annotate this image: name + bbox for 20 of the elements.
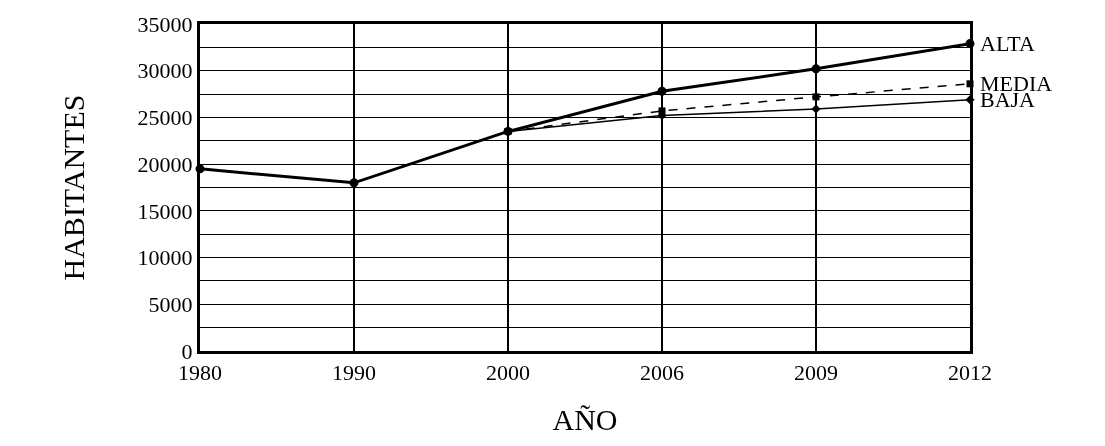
point: [657, 86, 667, 96]
point: [349, 178, 359, 188]
x-tick-label: 2006: [640, 360, 684, 386]
y-tick-label: 30000: [137, 58, 193, 84]
y-tick-label: 25000: [137, 105, 193, 131]
y-tick-label: 10000: [137, 245, 193, 271]
point: [812, 93, 820, 101]
point: [811, 104, 821, 114]
y-tick-label: 20000: [137, 151, 193, 177]
x-axis-title: AÑO: [552, 402, 618, 436]
x-tick-label: 2012: [948, 360, 992, 386]
y-tick-label: 35000: [137, 11, 193, 37]
y-tick-label: 5000: [148, 291, 193, 317]
point: [811, 64, 821, 74]
x-tick-label: 2000: [486, 360, 530, 386]
x-tick-label: 2009: [794, 360, 838, 386]
y-tick-label: 15000: [137, 198, 193, 224]
series-label: ALTA: [980, 31, 1035, 56]
y-axis-title: HABITANTES: [56, 94, 90, 281]
x-tick-label: 1990: [332, 360, 376, 386]
